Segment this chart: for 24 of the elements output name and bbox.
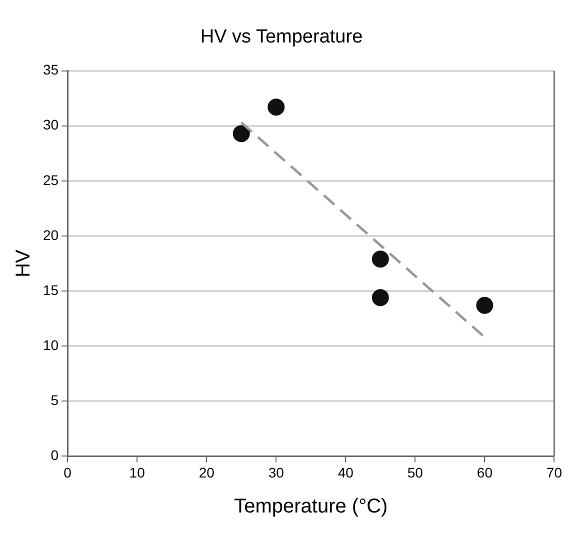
y-tick-label: 30	[42, 116, 59, 133]
x-tick-label: 0	[64, 464, 72, 480]
y-tick-label: 35	[42, 62, 59, 78]
y-tick-label: 25	[42, 172, 59, 188]
x-tick-label: 50	[407, 464, 424, 480]
y-tick-label: 10	[42, 336, 59, 353]
point	[232, 125, 250, 142]
x-tick-label: 30	[268, 464, 284, 480]
point	[372, 289, 389, 306]
x-tick-label: 60	[476, 464, 493, 480]
x-tick-label: 10	[129, 464, 146, 480]
point	[268, 98, 285, 116]
y-tick-label: 5	[50, 392, 59, 408]
x-tick-label: 40	[338, 464, 354, 480]
point	[372, 250, 389, 268]
y-tick-label: 0	[50, 447, 59, 464]
x-tick-label: 70	[546, 464, 562, 480]
y-tick-label: 15	[42, 282, 59, 298]
x-axis-title: Temperature (°C)	[234, 496, 388, 518]
chart-title: HV vs Temperature	[200, 26, 363, 48]
y-tick-label: 20	[42, 226, 59, 243]
y-axis-title: HV	[12, 248, 35, 278]
x-tick-label: 20	[198, 464, 215, 480]
point	[476, 296, 494, 314]
